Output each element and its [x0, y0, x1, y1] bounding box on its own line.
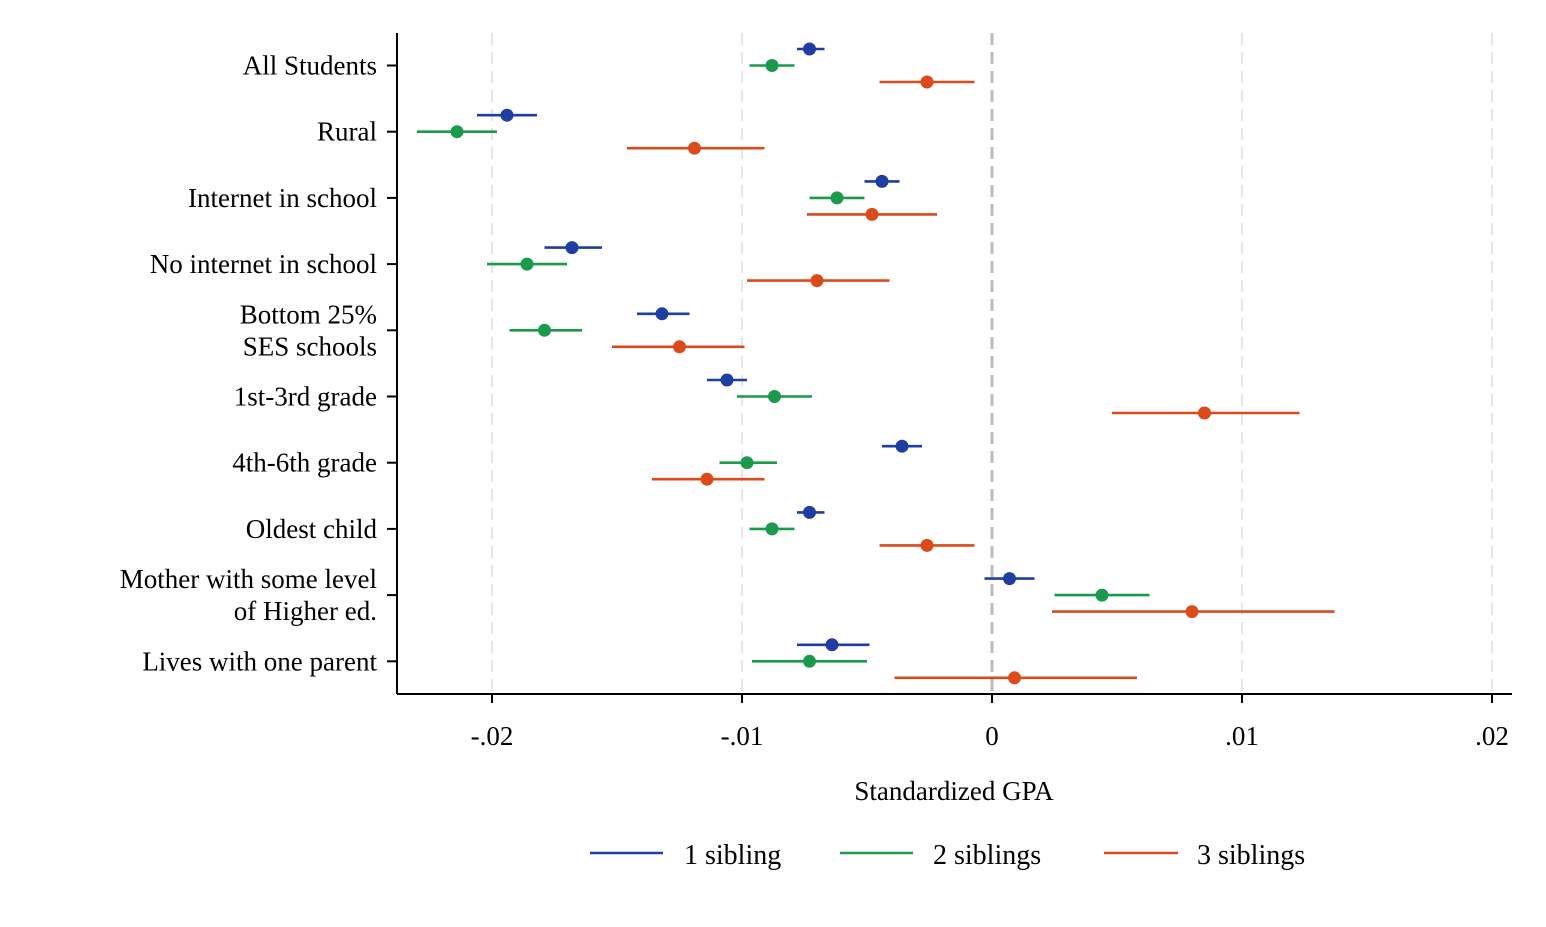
category-label-2: Internet in school — [188, 183, 377, 213]
x-axis-title: Standardized GPA — [854, 776, 1054, 806]
x-tick-label-2: 0 — [985, 721, 999, 751]
x-tick-label-3: .01 — [1225, 721, 1259, 751]
series-2 — [417, 59, 1150, 668]
point-estimate — [830, 191, 844, 205]
point-estimate — [450, 125, 464, 139]
category-label-4: Bottom 25%SES schools — [240, 299, 377, 361]
gridlines — [491, 33, 1493, 694]
category-label-line: 1st-3rd grade — [234, 382, 377, 412]
point-estimate — [720, 373, 734, 387]
legend-item-3: 3 siblings — [1104, 840, 1305, 871]
series-3 — [612, 75, 1335, 685]
category-label-line: 4th-6th grade — [232, 448, 377, 478]
point-estimate — [1185, 605, 1199, 619]
category-label-9: Lives with one parent — [142, 646, 377, 676]
legend-label: 2 siblings — [933, 840, 1041, 871]
point-estimate — [688, 141, 701, 155]
point-estimate — [740, 456, 754, 470]
legend: 1 sibling 2 siblings 3 siblings — [590, 840, 1305, 871]
point-estimate — [700, 472, 714, 486]
point-estimate — [810, 274, 824, 288]
point-estimate — [803, 654, 816, 668]
legend-item-2: 2 siblings — [840, 840, 1041, 871]
point-estimate — [520, 257, 534, 271]
point-estimate — [565, 241, 579, 255]
point-estimate — [500, 108, 514, 122]
point-estimate — [865, 207, 879, 221]
x-tick-label-1: -.01 — [721, 721, 764, 751]
point-estimate — [768, 390, 781, 403]
category-label-5: 1st-3rd grade — [234, 382, 377, 412]
category-label-line: Bottom 25% — [240, 299, 377, 329]
category-label-7: Oldest child — [246, 514, 378, 544]
category-label-3: No internet in school — [150, 249, 377, 279]
point-estimate — [1003, 572, 1016, 586]
x-axis-ticks: -.02 -.01 0 .01 .02 — [471, 694, 1509, 751]
point-estimate — [538, 323, 551, 337]
point-estimate — [803, 505, 816, 519]
point-estimate — [803, 42, 816, 56]
category-label-0: All Students — [243, 51, 377, 81]
x-tick-label-4: .02 — [1475, 721, 1509, 751]
point-estimate — [920, 538, 934, 552]
axes — [396, 33, 1512, 695]
point-estimate — [673, 340, 686, 354]
point-estimate — [765, 59, 779, 72]
category-label-line: No internet in school — [150, 249, 377, 279]
category-label-line: of Higher ed. — [234, 596, 377, 626]
point-estimate — [895, 439, 909, 453]
legend-label: 1 sibling — [684, 840, 781, 871]
category-label-line: Mother with some level — [120, 564, 377, 594]
category-label-line: Oldest child — [246, 514, 378, 544]
x-tick-label-0: -.02 — [471, 721, 514, 751]
point-estimate — [1198, 406, 1211, 420]
point-estimate — [655, 307, 669, 321]
series-marks — [417, 42, 1335, 685]
category-labels: All Students Rural Internet in school No in… — [120, 51, 378, 677]
point-estimate — [825, 638, 839, 652]
category-label-line: SES schools — [243, 331, 377, 361]
category-label-1: Rural — [317, 117, 377, 147]
category-label-line: Lives with one parent — [142, 646, 377, 676]
category-label-line: Internet in school — [188, 183, 377, 213]
legend-item-1: 1 sibling — [590, 840, 781, 871]
point-estimate — [765, 522, 779, 536]
point-estimate — [875, 174, 889, 188]
point-estimate — [920, 75, 934, 89]
category-label-6: 4th-6th grade — [232, 448, 377, 478]
series-1 — [477, 42, 1035, 652]
category-label-line: Rural — [317, 117, 377, 147]
point-estimate — [1095, 588, 1109, 602]
category-label-line: All Students — [243, 51, 377, 81]
y-axis-ticks — [387, 64, 397, 663]
legend-label: 3 siblings — [1197, 840, 1305, 871]
point-estimate — [1008, 671, 1021, 685]
